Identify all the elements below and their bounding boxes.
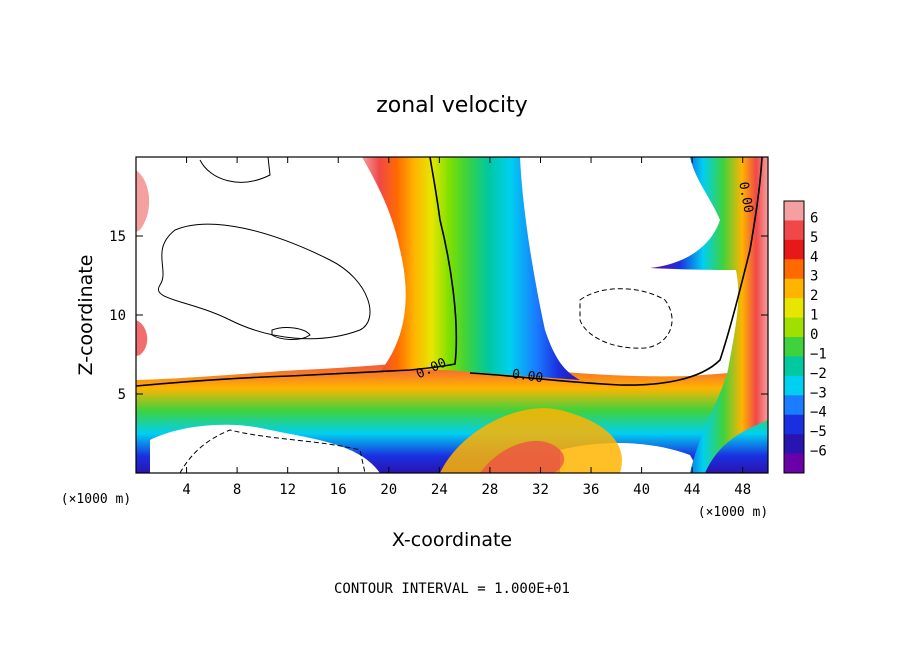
colorbar-label: 0 <box>810 327 818 343</box>
right-current-fill <box>650 157 768 473</box>
central-plume-fill <box>362 157 580 380</box>
interior-contour-1 <box>157 223 371 340</box>
dashed-contour-1 <box>579 288 673 349</box>
colorbar-swatch <box>784 220 804 241</box>
y-tick-label: 15 <box>109 229 126 245</box>
x-axis-label: X-coordinate <box>392 529 512 551</box>
colorbar-label: −1 <box>810 346 827 362</box>
colorbar-label: −6 <box>810 444 827 460</box>
x-tick-label: 8 <box>233 482 241 498</box>
colorbar-label: 4 <box>810 249 818 265</box>
x-tick-label: 12 <box>279 482 296 498</box>
contour-label-2: 0.00 <box>511 367 544 386</box>
colorbar-label: −3 <box>810 385 827 401</box>
colorbar-swatch <box>784 395 804 416</box>
y-axis-label: Z-coordinate <box>75 255 97 376</box>
y-tick-label: 10 <box>109 308 126 324</box>
x-tick-label: 44 <box>684 482 701 498</box>
colorbar-frame <box>783 200 805 474</box>
x-tick-label: 24 <box>431 482 448 498</box>
x-unit-left: (×1000 m) <box>61 492 131 507</box>
contour-label-3: 0.00 <box>735 181 755 214</box>
chart-title: zonal velocity <box>376 93 528 118</box>
colorbar-swatch <box>784 278 804 299</box>
colorbar-swatch <box>784 201 804 221</box>
colorbar-label: 3 <box>810 269 818 285</box>
colorbar-label: 2 <box>810 288 818 304</box>
colorbar-swatch <box>784 453 804 474</box>
y-axis: 5 10 15 <box>109 229 768 403</box>
x-tick-label: 20 <box>380 482 397 498</box>
x-tick-label: 28 <box>481 482 498 498</box>
x-tick-label: 40 <box>633 482 650 498</box>
colorbar-label: 6 <box>810 210 818 226</box>
colorbar-swatch <box>784 414 804 435</box>
colorbar-label: 1 <box>810 308 818 324</box>
interior-contour-2 <box>271 327 311 340</box>
colorbar-swatch <box>784 375 804 396</box>
colorbar-swatch <box>784 239 804 260</box>
colorbar-label: −5 <box>810 424 827 440</box>
zero-contour <box>136 157 458 387</box>
colorbar-label: 5 <box>810 230 818 246</box>
x-tick-label: 36 <box>583 482 600 498</box>
colorbar-swatch <box>784 317 804 338</box>
interior-contour-3 <box>199 157 271 183</box>
y-tick-label: 5 <box>118 387 126 403</box>
x-tick-label: 16 <box>330 482 347 498</box>
x-unit-right: (×1000 m) <box>698 505 768 520</box>
x-tick-label: 4 <box>182 482 190 498</box>
contour-interval-note: CONTOUR INTERVAL = 1.000E+01 <box>334 581 570 597</box>
velocity-field <box>136 157 768 473</box>
zero-contour-right <box>469 157 763 386</box>
colorbar-label: −4 <box>810 405 827 421</box>
contour-lines <box>136 157 763 473</box>
colorbar-swatch <box>784 434 804 455</box>
colorbar-swatch <box>784 356 804 377</box>
x-tick-label: 32 <box>532 482 549 498</box>
x-tick-label: 48 <box>734 482 751 498</box>
colorbar-swatch <box>784 259 804 280</box>
x-axis: 4 8 12 16 20 24 28 32 36 40 44 48 <box>182 157 751 498</box>
colorbar-swatch <box>784 298 804 319</box>
colorbar-label: −2 <box>810 366 827 382</box>
colorbar: 6 5 4 3 2 1 0 −1 −2 −3 −4 −5 −6 <box>783 200 827 474</box>
colorbar-swatch <box>784 337 804 357</box>
